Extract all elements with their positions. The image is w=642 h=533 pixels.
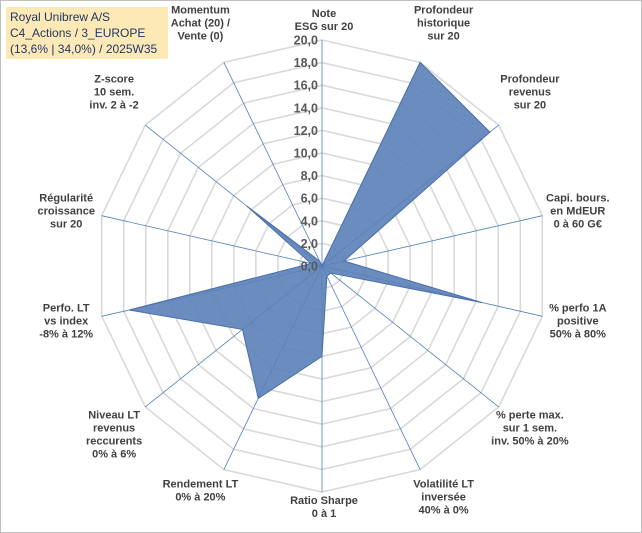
axis-spoke xyxy=(101,215,323,267)
axis-label: Profondeur revenus sur 20 xyxy=(500,73,560,111)
tick-label: 0,0 xyxy=(301,260,318,274)
axis-label-line: sur 20 xyxy=(427,31,459,43)
tick-label: 2,0 xyxy=(301,237,318,251)
axis-label-line: 0% à 6% xyxy=(92,449,136,461)
axis-label: Volatilité LT inversée 40% à 0% xyxy=(413,478,474,516)
axis-label-line: reccurents xyxy=(86,436,142,448)
axis-label-line: sur 1 sem. xyxy=(503,423,557,435)
axis-label: % perfo 1A positive 50% à 80% xyxy=(549,303,607,341)
axis-label-line: 10 sem. xyxy=(94,86,134,98)
axis-label-line: Rendement LT xyxy=(163,478,239,490)
axis-label-line: % perfo 1A xyxy=(549,303,607,315)
axis-label-line: ESG sur 20 xyxy=(295,21,354,33)
axis-label: Ratio Sharpe 0 à 1 xyxy=(290,495,358,520)
axis-label-line: sur 20 xyxy=(514,99,546,111)
axis-label-line: positive xyxy=(557,316,599,328)
axis-label-line: Niveau LT xyxy=(88,410,140,422)
axis-label: Z-score 10 sem. inv. 2 à -2 xyxy=(89,73,138,111)
axis-label-line: Profondeur xyxy=(414,5,474,17)
axis-label: Profondeur historique sur 20 xyxy=(414,5,474,43)
axis-label: Momentum Achat (20) / Vente (0) xyxy=(171,5,230,43)
axis-label-line: Vente (0) xyxy=(177,31,223,43)
axis-label-line: revenus xyxy=(93,423,135,435)
chart-title-box: Royal Unibrew A/S C4_Actions / 3_EUROPE … xyxy=(6,7,168,59)
axis-label-line: Momentum xyxy=(171,5,230,17)
tick-label: 4,0 xyxy=(301,214,318,228)
axis-spoke xyxy=(321,265,421,470)
axis-label: Note ESG sur 20 xyxy=(295,8,354,33)
tick-label: 10,0 xyxy=(294,147,318,161)
axis-spoke xyxy=(321,265,499,408)
axis-label-line: inversée xyxy=(421,491,466,503)
axis-label-line: -8% à 12% xyxy=(39,329,93,341)
axis-label-line: inv. 2 à -2 xyxy=(89,99,138,111)
axis-label-line: en MdEUR xyxy=(550,205,605,217)
axis-label-line: croissance xyxy=(37,205,94,217)
axis-label-line: Ratio Sharpe xyxy=(290,495,358,507)
axis-label: % perte max. sur 1 sem. inv. 50% à 20% xyxy=(491,410,569,448)
series-area xyxy=(129,61,491,400)
tick-label: 14,0 xyxy=(294,101,318,115)
chart-title-line-1: Royal Unibrew A/S xyxy=(10,10,111,24)
chart-title-line-3: (13,6% | 34,0%) / 2025W35 xyxy=(10,42,158,56)
axis-label-line: Note xyxy=(312,8,336,20)
tick-label: 20,0 xyxy=(294,34,318,48)
axis-label-line: 50% à 80% xyxy=(550,329,606,341)
axis-label-line: Régularité xyxy=(39,192,93,204)
axis-label-line: 0% à 20% xyxy=(175,491,225,503)
axis-label-line: Profondeur xyxy=(500,73,560,85)
axis-label: Régularité croissance sur 20 xyxy=(37,192,94,230)
chart-title-line-2: C4_Actions / 3_EUROPE xyxy=(10,26,146,40)
axis-spoke xyxy=(321,215,543,267)
axis-label-line: Volatilité LT xyxy=(413,478,474,490)
axis-label-line: % perte max. xyxy=(496,410,564,422)
axis-label-line: Achat (20) / xyxy=(171,18,230,30)
axis-label: Rendement LT 0% à 20% xyxy=(163,478,239,503)
axis-label-line: Perfo. LT xyxy=(43,303,90,315)
axis-label-line: revenus xyxy=(509,86,551,98)
radar-series xyxy=(129,61,491,400)
tick-label: 18,0 xyxy=(294,56,318,70)
tick-label: 12,0 xyxy=(294,124,318,138)
axis-label-line: sur 20 xyxy=(50,218,82,230)
tick-label: 8,0 xyxy=(301,169,318,183)
radar-tick-labels: 0,0 2,0 4,0 6,0 8,0 10,0 12,0 14,0 16,0 18,0 20,0 xyxy=(294,34,318,274)
axis-label: Capi. bours. en MdEUR 0 à 60 G€ xyxy=(546,192,610,230)
axis-label-line: vs index xyxy=(44,316,89,328)
axis-label-line: Capi. bours. xyxy=(546,192,610,204)
axis-label-line: inv. 50% à 20% xyxy=(491,436,569,448)
tick-label: 16,0 xyxy=(294,79,318,93)
axis-label-line: historique xyxy=(417,18,470,30)
axis-label-line: 0 à 60 G€ xyxy=(554,218,602,230)
axis-spoke xyxy=(223,62,323,267)
axis-label-line: 0 à 1 xyxy=(312,508,336,520)
tick-label: 6,0 xyxy=(301,192,318,206)
axis-label: Perfo. LT vs index -8% à 12% xyxy=(39,303,93,341)
axis-label-line: Z-score xyxy=(94,73,134,85)
axis-label-line: 40% à 0% xyxy=(419,504,469,516)
axis-label: Niveau LT revenus reccurents 0% à 6% xyxy=(86,410,142,461)
